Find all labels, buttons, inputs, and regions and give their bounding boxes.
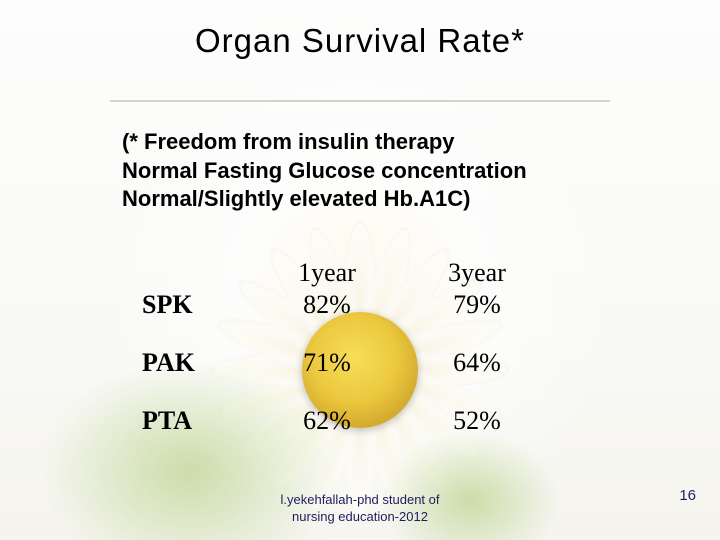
row-label: SPK bbox=[142, 290, 252, 320]
table-col-header: 1year bbox=[252, 258, 402, 288]
page-number: 16 bbox=[679, 487, 696, 504]
table-row: PTA 62% 52% bbox=[142, 406, 552, 436]
table-col-header: 3year bbox=[402, 258, 552, 288]
slide: Organ Survival Rate* (* Freedom from ins… bbox=[0, 0, 720, 540]
definition-line: (* Freedom from insulin therapy bbox=[122, 128, 632, 157]
table-header-row: 1year 3year bbox=[142, 258, 552, 288]
survival-table: 1year 3year SPK 82% 79% PAK 71% 64% PTA … bbox=[142, 258, 552, 436]
table-header-spacer bbox=[142, 258, 252, 288]
definition-block: (* Freedom from insulin therapy Normal F… bbox=[122, 128, 632, 214]
table-row: SPK 82% 79% bbox=[142, 290, 552, 320]
cell: 62% bbox=[252, 406, 402, 436]
cell: 71% bbox=[252, 348, 402, 378]
definition-line: Normal/Slightly elevated Hb.A1C) bbox=[122, 185, 632, 214]
cell: 79% bbox=[402, 290, 552, 320]
slide-title: Organ Survival Rate* bbox=[0, 22, 720, 60]
footer-line: nursing education-2012 bbox=[292, 509, 428, 524]
cell: 64% bbox=[402, 348, 552, 378]
cell: 82% bbox=[252, 290, 402, 320]
title-divider bbox=[110, 100, 610, 102]
definition-line: Normal Fasting Glucose concentration bbox=[122, 157, 632, 186]
footer-credit: l.yekehfallah-phd student of nursing edu… bbox=[0, 492, 720, 526]
table-row: PAK 71% 64% bbox=[142, 348, 552, 378]
cell: 52% bbox=[402, 406, 552, 436]
row-label: PTA bbox=[142, 406, 252, 436]
footer-line: l.yekehfallah-phd student of bbox=[281, 492, 440, 507]
row-label: PAK bbox=[142, 348, 252, 378]
